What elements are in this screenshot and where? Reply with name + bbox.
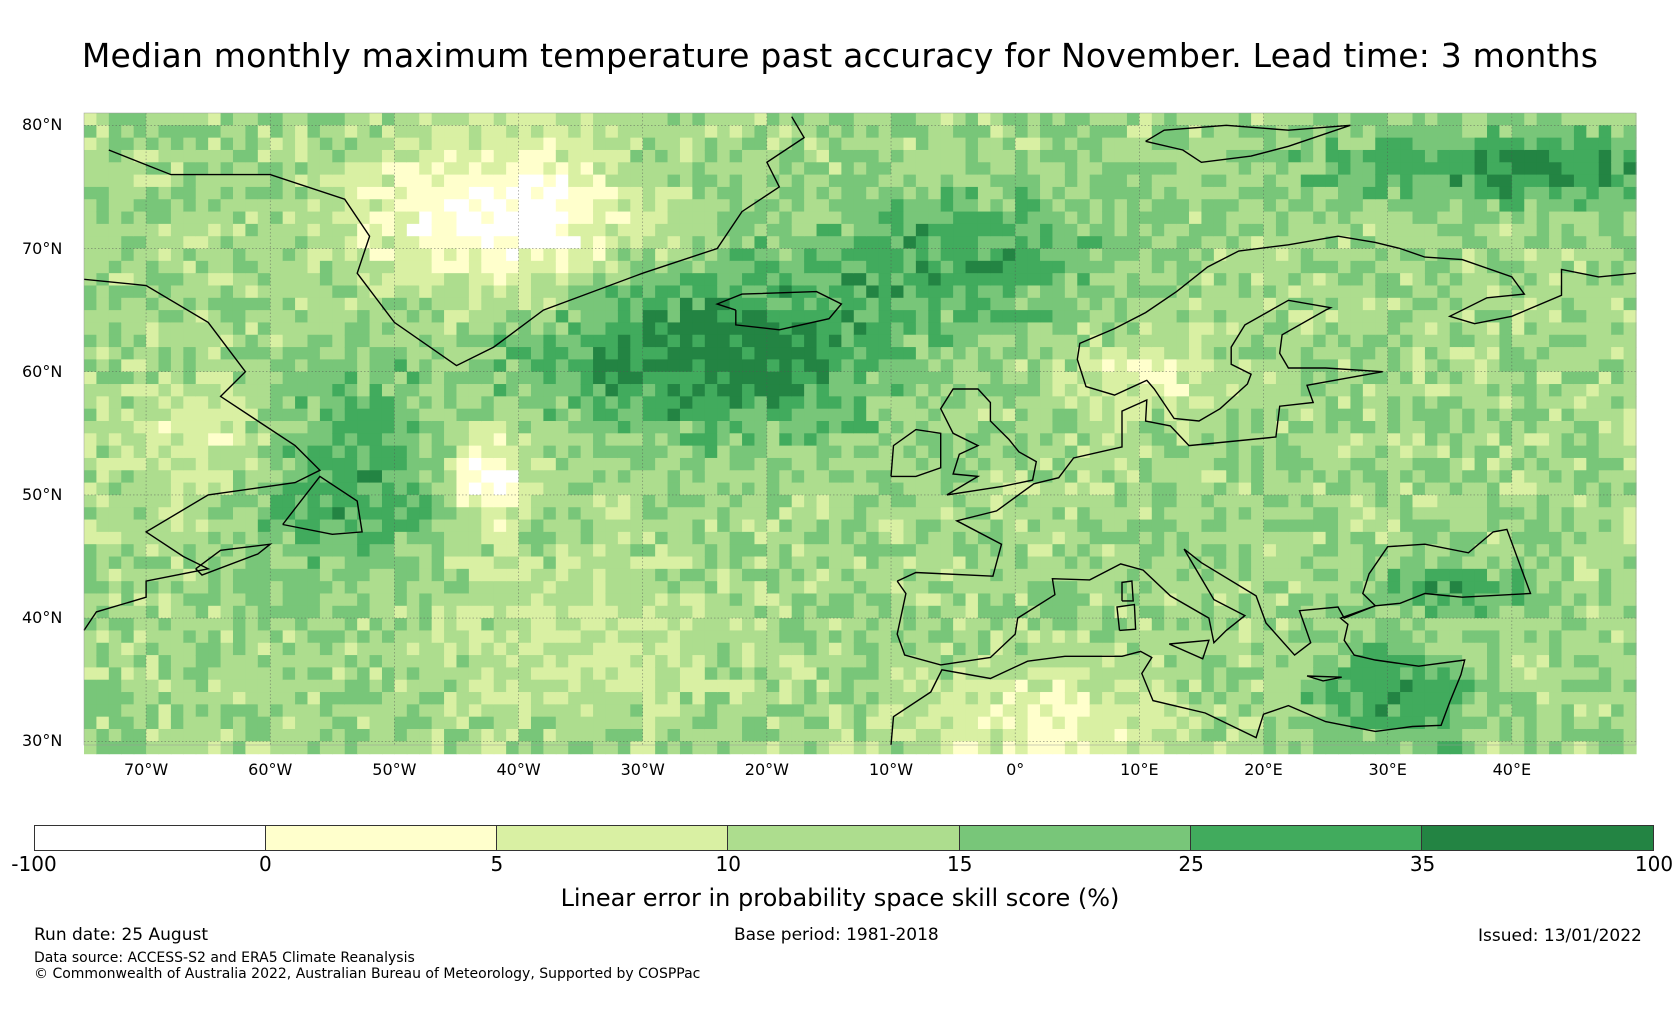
lon-label: 50°W <box>372 760 417 779</box>
colorbar-segment <box>497 826 729 850</box>
skill-raster <box>84 113 1637 755</box>
lon-label: 30°W <box>620 760 665 779</box>
coastline-africa <box>890 605 1466 746</box>
run-date: Run date: 25 August <box>34 925 208 945</box>
lat-label: 50°N <box>22 484 63 504</box>
lon-label: 20°W <box>744 760 789 779</box>
graticule <box>84 113 1636 745</box>
coastline-greenland <box>108 116 806 367</box>
coastline-atlanticEurope <box>896 235 1637 582</box>
colorbar-label: Linear error in probability space skill … <box>560 884 1120 912</box>
coastline-sicily <box>1168 639 1210 660</box>
colorbar-segment <box>1421 826 1653 850</box>
map-frame <box>83 112 1637 746</box>
colorbar-segment <box>1190 826 1422 850</box>
coastline-newfoundland <box>282 475 363 536</box>
coastline-crete <box>1306 675 1342 682</box>
lat-label: 70°N <box>22 238 63 258</box>
colorbar-tick-label: 15 <box>946 852 973 876</box>
colorbar-tick-label: 100 <box>1634 852 1674 876</box>
lon-label: 30°E <box>1368 760 1407 779</box>
lon-label: 40°E <box>1492 760 1532 779</box>
lat-label: 80°N <box>22 115 63 135</box>
colorbar-segment <box>959 826 1191 850</box>
lon-label: 40°W <box>496 760 541 779</box>
colorbar-tick-label: 5 <box>490 852 504 876</box>
colorbar-tick-label: -100 <box>11 852 57 876</box>
coastline-ireland <box>890 428 942 478</box>
colorbar-tick-label: 0 <box>259 852 272 876</box>
coastline-britain <box>939 388 1038 496</box>
colorbar-segment <box>728 826 960 850</box>
coastline-sardinia <box>1116 603 1137 632</box>
coastline-svalbard <box>1145 124 1351 164</box>
colorbar-segment <box>35 826 267 850</box>
data-source: Data source: ACCESS-S2 and ERA5 Climate … <box>34 950 415 966</box>
lon-label: 10°E <box>1120 760 1159 779</box>
lon-label: 60°W <box>248 760 293 779</box>
colorbar <box>34 825 1654 851</box>
colorbar-tick-label: 35 <box>1409 852 1436 876</box>
lon-label: 70°W <box>123 760 169 779</box>
lon-label: 20°E <box>1244 760 1283 779</box>
issued-date: Issued: 13/01/2022 <box>1478 926 1642 946</box>
coastlines <box>83 116 1637 746</box>
lat-label: 40°N <box>22 608 63 628</box>
coastline-europe <box>896 528 1532 666</box>
coastline-iceland <box>715 290 843 331</box>
coastline-corsica <box>1121 580 1134 602</box>
coastline-labrador <box>83 278 322 631</box>
lat-label: 60°N <box>22 361 63 381</box>
colorbar-tick-label: 25 <box>1178 852 1204 876</box>
copyright: © Commonwealth of Australia 2022, Austra… <box>34 966 701 982</box>
colorbar-tick-label: 10 <box>715 852 741 876</box>
map-title: Median monthly maximum temperature past … <box>81 36 1599 75</box>
colorbar-segment <box>266 826 498 850</box>
base-period: Base period: 1981-2018 <box>734 925 939 945</box>
lon-label: 10°W <box>868 760 914 779</box>
coastline-novascotia <box>195 543 273 576</box>
lon-label: 0° <box>1006 760 1025 779</box>
lat-label: 30°N <box>22 731 63 751</box>
